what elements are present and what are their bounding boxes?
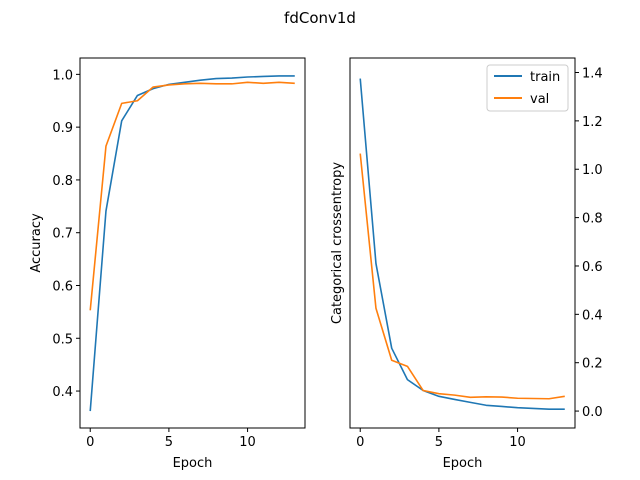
y-tick-label: 0.4 bbox=[582, 308, 603, 323]
y-tick-label: 1.0 bbox=[52, 68, 73, 83]
x-tick-label: 10 bbox=[239, 435, 256, 450]
accuracy-chart: 0 5 10 0.4 0.5 0.6 0.7 0.8 0.9 1.0 Epoch Accuracy bbox=[29, 57, 306, 471]
series-line-series-1 bbox=[89, 81, 295, 311]
accuracy-y-axis-label: Accuracy bbox=[29, 213, 44, 273]
accuracy-plot-area bbox=[80, 58, 305, 428]
accuracy-axes-frame bbox=[79, 57, 306, 429]
crossentropy-plot-area bbox=[350, 58, 575, 428]
y-tick-label: 1.2 bbox=[582, 115, 603, 130]
y-tick-label: 0.2 bbox=[582, 357, 603, 372]
crossentropy-axes-frame bbox=[349, 57, 576, 429]
y-tick-label: 1.4 bbox=[582, 67, 603, 82]
crossentropy-lines bbox=[359, 78, 565, 410]
y-tick-label: 1.0 bbox=[582, 163, 603, 178]
crossentropy-ticks: 0 5 10 0.0 0.2 0.4 0.6 0.8 1.0 1.2 1.4 bbox=[356, 67, 603, 450]
accuracy-ticks: 0 5 10 0.4 0.5 0.6 0.7 0.8 0.9 1.0 bbox=[52, 68, 256, 450]
y-tick-label: 0.0 bbox=[582, 405, 603, 420]
legend-label-train: train bbox=[530, 70, 560, 85]
x-tick-label: 5 bbox=[165, 435, 173, 450]
chart-legend: train val bbox=[486, 64, 569, 112]
x-tick-label: 5 bbox=[435, 435, 443, 450]
y-tick-label: 0.6 bbox=[582, 260, 603, 275]
x-tick-label: 0 bbox=[86, 435, 94, 450]
x-tick-label: 0 bbox=[356, 435, 364, 450]
y-tick-label: 0.8 bbox=[582, 212, 603, 227]
crossentropy-x-axis-label: Epoch bbox=[443, 456, 483, 471]
x-tick-label: 10 bbox=[509, 435, 526, 450]
accuracy-lines bbox=[89, 75, 295, 412]
figure-title: fdConv1d bbox=[284, 9, 356, 27]
y-tick-label: 0.9 bbox=[52, 121, 73, 136]
crossentropy-chart: 0 5 10 0.0 0.2 0.4 0.6 0.8 1.0 1.2 1.4 Epoch Categ… bbox=[330, 57, 603, 471]
series-line-series-0 bbox=[89, 75, 295, 412]
series-line-train bbox=[359, 78, 565, 410]
y-tick-label: 0.8 bbox=[52, 174, 73, 189]
y-tick-label: 0.6 bbox=[52, 279, 73, 294]
accuracy-x-axis-label: Epoch bbox=[173, 456, 213, 471]
y-tick-label: 0.7 bbox=[52, 227, 73, 242]
y-tick-label: 0.5 bbox=[52, 332, 73, 347]
y-tick-label: 0.4 bbox=[52, 385, 73, 400]
crossentropy-y-axis-label: Categorical crossentropy bbox=[330, 162, 345, 324]
series-line-val bbox=[359, 153, 565, 400]
legend-label-val: val bbox=[530, 92, 549, 107]
